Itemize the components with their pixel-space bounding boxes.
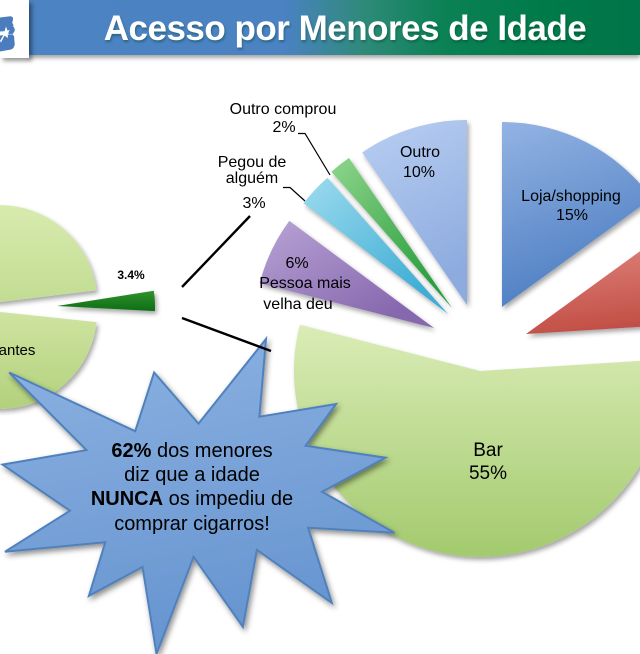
- svg-text:62% dos menores: 62% dos menores: [111, 440, 272, 462]
- svg-text:2%: 2%: [272, 119, 295, 136]
- svg-text:antes: antes: [0, 342, 35, 359]
- svg-text:6%: 6%: [285, 255, 308, 272]
- svg-text:Loja/shopping: Loja/shopping: [521, 188, 621, 205]
- svg-text:alguém: alguém: [226, 170, 278, 187]
- svg-text:Outro: Outro: [400, 144, 440, 161]
- svg-text:Pessoa mais: Pessoa mais: [259, 275, 351, 292]
- svg-text:10%: 10%: [403, 164, 435, 181]
- svg-text:diz que a idade: diz que a idade: [124, 464, 260, 486]
- svg-text:55%: 55%: [469, 463, 507, 484]
- svg-text:3.4%: 3.4%: [117, 268, 145, 282]
- svg-text:Outro comprou: Outro comprou: [230, 101, 337, 118]
- svg-text:Pegou de: Pegou de: [218, 154, 287, 171]
- svg-text:15%: 15%: [556, 207, 588, 224]
- svg-text:3%: 3%: [242, 195, 265, 212]
- svg-text:Bar: Bar: [473, 440, 503, 461]
- svg-text:comprar cigarros!: comprar cigarros!: [114, 513, 270, 535]
- svg-text:NUNCA os impediu de: NUNCA os impediu de: [91, 488, 293, 510]
- svg-text:velha deu: velha deu: [263, 296, 332, 313]
